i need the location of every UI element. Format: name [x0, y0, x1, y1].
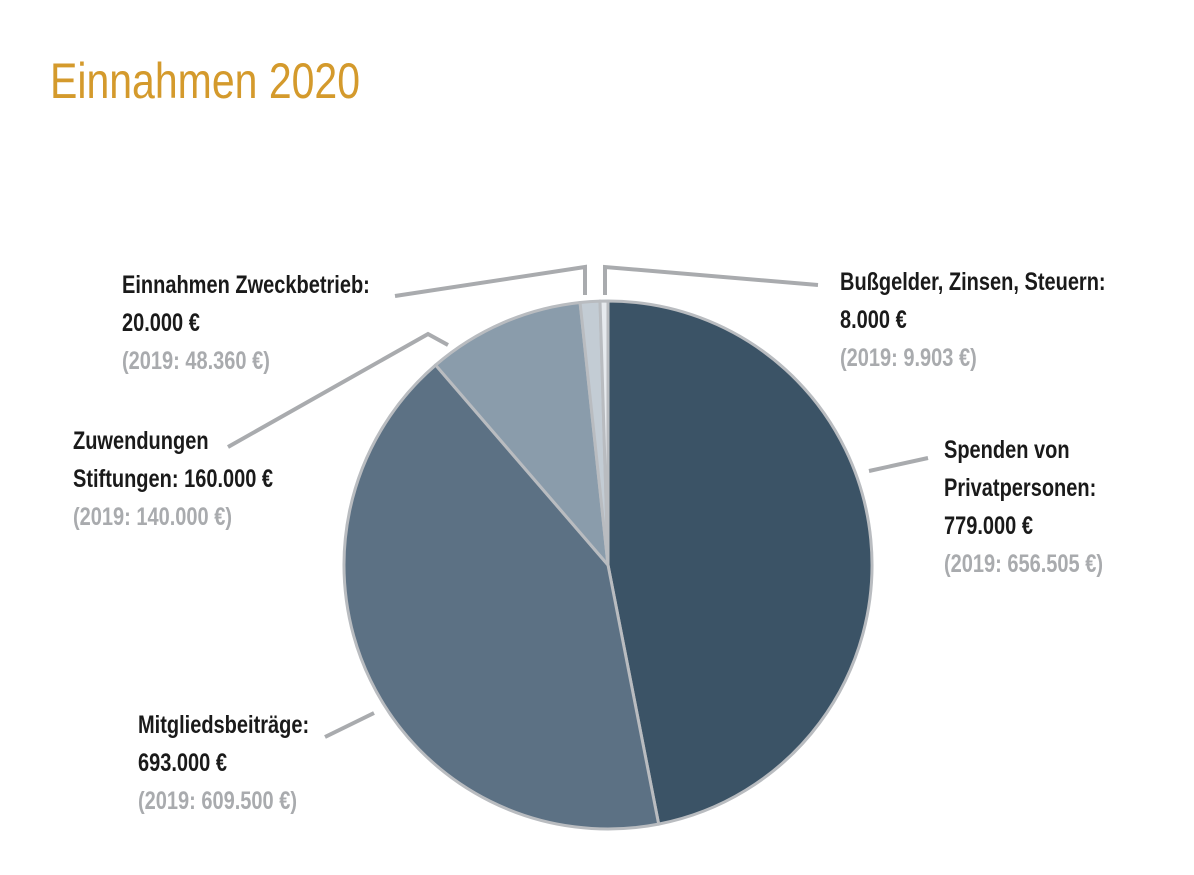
slice-label-line: Zuwendungen	[73, 427, 209, 455]
slice-label-line: 779.000 €	[944, 512, 1033, 540]
previous-year-value: (2019: 140.000 €)	[73, 503, 233, 531]
slice-label-line: Mitgliedsbeiträge:	[138, 711, 310, 739]
leader-line-stiftungen	[227, 331, 449, 449]
leader-line-bussgelder	[603, 264, 819, 295]
pie-slice-spenden	[606, 299, 874, 826]
previous-year-value: (2019: 9.903 €)	[840, 344, 977, 372]
leader-lines	[227, 264, 929, 739]
slice-label-spenden: Spenden von Privatpersonen: 779.000 € (2…	[944, 431, 1103, 583]
slice-label-mitgliedsbeitraege: Mitgliedsbeiträge: 693.000 € (2019: 609.…	[138, 706, 309, 820]
leader-line-spenden	[868, 456, 929, 473]
slice-label-line: Spenden von	[944, 436, 1070, 464]
leader-line-mitgliedsbeitraege	[324, 711, 375, 739]
slice-label-line: 20.000 €	[122, 309, 200, 337]
previous-year-value: (2019: 656.505 €)	[944, 550, 1104, 578]
previous-year-value: (2019: 48.360 €)	[122, 347, 270, 375]
pie-slices	[342, 299, 874, 831]
slice-label-line: Einnahmen Zweckbetrieb:	[122, 271, 370, 299]
leader-line-zweckbetrieb	[394, 264, 587, 298]
slice-label-line: 8.000 €	[840, 306, 907, 334]
page-title: Einnahmen 2020	[50, 53, 361, 109]
slice-label-line: 693.000 €	[138, 749, 227, 777]
slice-label-line: Privatpersonen:	[944, 474, 1097, 502]
pie-slice-bussgelder	[598, 299, 610, 567]
slice-label-zweckbetrieb: Einnahmen Zweckbetrieb: 20.000 € (2019: …	[122, 266, 370, 380]
previous-year-value: (2019: 609.500 €)	[138, 787, 298, 815]
slice-label-line: Bußgelder, Zinsen, Steuern:	[840, 268, 1106, 296]
pie-slice-stiftungen	[434, 300, 610, 567]
pie-slice-mitgliedsbeitraege	[342, 363, 661, 831]
slice-label-line: Stiftungen: 160.000 €	[73, 465, 274, 493]
slice-label-stiftungen: Zuwendungen Stiftungen: 160.000 € (2019:…	[73, 422, 273, 536]
slice-label-bussgelder: Bußgelder, Zinsen, Steuern: 8.000 € (201…	[840, 263, 1106, 377]
